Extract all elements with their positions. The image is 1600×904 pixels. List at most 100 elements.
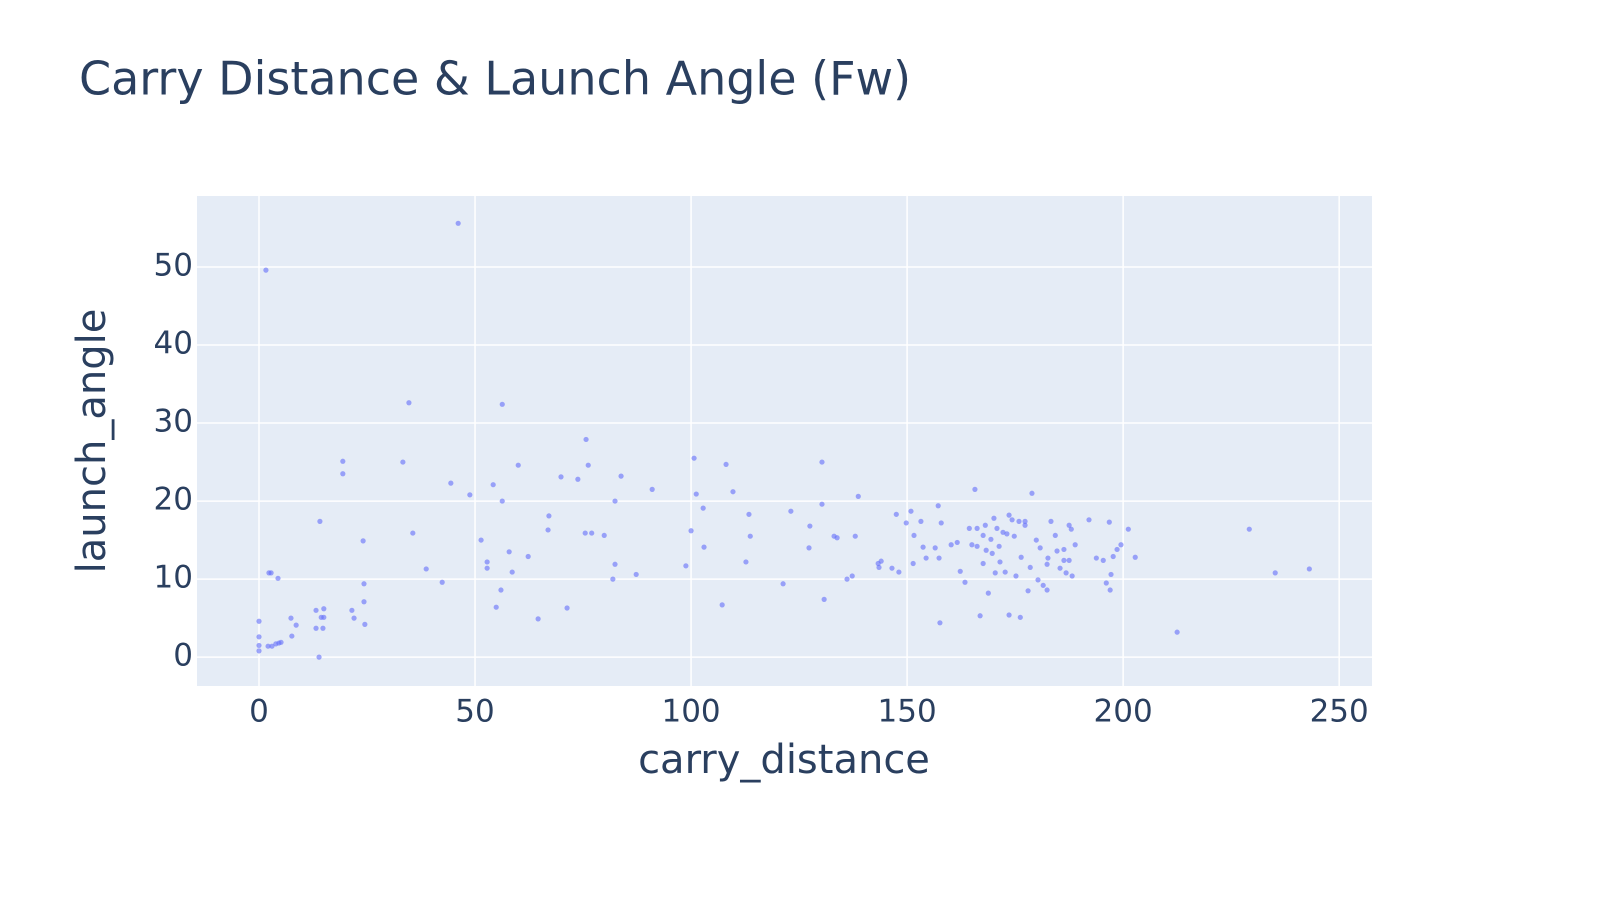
point bbox=[1027, 564, 1033, 571]
point bbox=[1002, 569, 1008, 575]
point bbox=[321, 606, 327, 612]
point bbox=[269, 643, 275, 649]
point bbox=[1108, 571, 1114, 578]
point bbox=[935, 503, 941, 509]
point bbox=[1068, 526, 1074, 532]
point bbox=[908, 508, 914, 514]
point bbox=[936, 555, 942, 561]
point bbox=[361, 599, 367, 605]
point bbox=[265, 643, 271, 649]
point bbox=[747, 533, 753, 539]
point bbox=[806, 545, 812, 551]
x-tick-label: 100 bbox=[661, 694, 720, 730]
point bbox=[564, 605, 570, 611]
point bbox=[1306, 566, 1312, 572]
point bbox=[1044, 561, 1050, 567]
point bbox=[515, 462, 521, 468]
y-tick-label: 30 bbox=[154, 404, 193, 440]
points bbox=[256, 220, 1312, 660]
point bbox=[1125, 526, 1131, 532]
point bbox=[484, 559, 490, 565]
x-tick-label: 150 bbox=[878, 694, 937, 730]
point bbox=[256, 634, 262, 640]
point bbox=[289, 633, 295, 639]
point bbox=[983, 547, 989, 553]
point bbox=[889, 565, 895, 571]
point bbox=[317, 518, 323, 524]
point bbox=[719, 602, 725, 608]
point bbox=[991, 515, 997, 521]
point bbox=[1066, 557, 1072, 563]
point bbox=[746, 511, 752, 517]
point bbox=[256, 642, 262, 649]
point bbox=[1110, 553, 1116, 560]
point bbox=[448, 480, 454, 486]
point bbox=[780, 581, 786, 587]
point bbox=[996, 543, 1002, 549]
point bbox=[610, 576, 616, 582]
point bbox=[1033, 537, 1039, 543]
point bbox=[1040, 582, 1046, 588]
point bbox=[932, 545, 938, 551]
point bbox=[923, 555, 929, 561]
point bbox=[1022, 518, 1028, 524]
point bbox=[340, 458, 346, 464]
point bbox=[493, 604, 499, 610]
point bbox=[1103, 580, 1109, 586]
point bbox=[1118, 542, 1124, 548]
point bbox=[506, 549, 512, 555]
point bbox=[994, 525, 1000, 531]
point bbox=[499, 498, 505, 504]
grid bbox=[197, 196, 1372, 686]
point bbox=[1037, 545, 1043, 551]
y-tick-label: 40 bbox=[154, 326, 193, 362]
point bbox=[313, 607, 319, 613]
point bbox=[1045, 555, 1051, 561]
point bbox=[730, 489, 736, 495]
point bbox=[918, 518, 924, 524]
point bbox=[1044, 587, 1050, 593]
plot-area bbox=[197, 196, 1372, 686]
point bbox=[400, 459, 406, 465]
y-tick-label: 50 bbox=[154, 248, 193, 284]
point bbox=[855, 493, 861, 499]
point bbox=[583, 436, 589, 443]
point bbox=[989, 550, 995, 556]
point bbox=[1016, 518, 1022, 524]
point bbox=[691, 455, 697, 461]
point bbox=[1022, 522, 1028, 528]
point bbox=[490, 482, 496, 488]
point bbox=[410, 530, 416, 536]
point bbox=[1093, 555, 1099, 561]
point bbox=[484, 565, 490, 571]
point bbox=[980, 532, 986, 539]
point bbox=[788, 508, 794, 514]
point bbox=[974, 525, 980, 531]
y-tick-label: 20 bbox=[154, 482, 193, 518]
point bbox=[406, 400, 412, 406]
y-tick-label: 10 bbox=[154, 560, 193, 596]
x-tick-label: 250 bbox=[1310, 694, 1369, 730]
point bbox=[972, 486, 978, 492]
y-tick-label: 0 bbox=[173, 638, 193, 674]
point bbox=[1048, 518, 1054, 524]
point bbox=[1009, 517, 1015, 523]
point bbox=[263, 267, 269, 273]
point bbox=[701, 544, 707, 550]
point bbox=[633, 571, 639, 578]
point bbox=[423, 566, 429, 572]
point bbox=[974, 543, 980, 549]
point bbox=[969, 542, 975, 548]
point bbox=[349, 607, 355, 613]
point bbox=[977, 613, 983, 619]
point bbox=[1132, 554, 1138, 560]
point bbox=[455, 220, 461, 226]
point bbox=[1106, 519, 1112, 525]
point bbox=[1035, 577, 1041, 583]
point bbox=[275, 575, 281, 581]
point bbox=[693, 491, 699, 497]
point bbox=[439, 579, 445, 585]
point bbox=[478, 537, 484, 543]
point bbox=[535, 616, 541, 622]
point bbox=[340, 471, 346, 477]
